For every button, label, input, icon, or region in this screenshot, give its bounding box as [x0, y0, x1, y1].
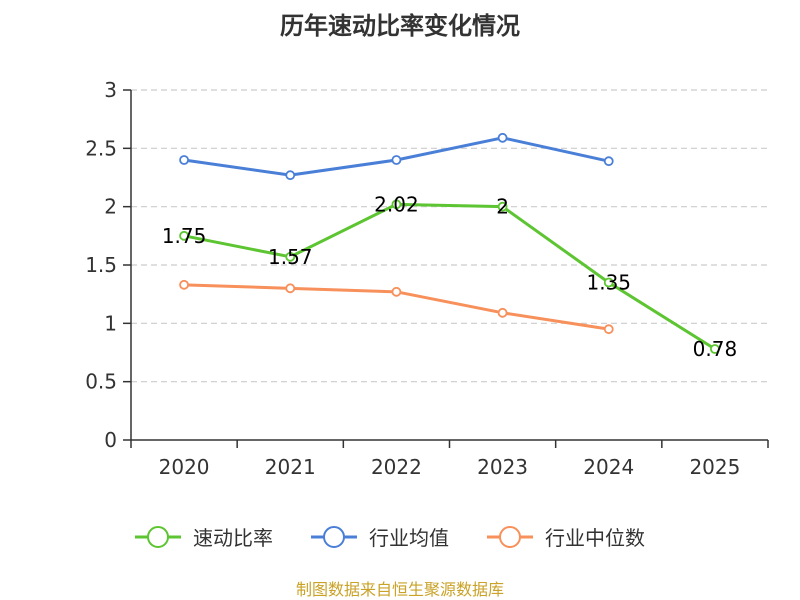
grid-lines — [131, 89, 768, 383]
data-label-2025: 0.78 — [693, 337, 738, 361]
axes: 0 0.5 1 1.5 2 2.5 3 2020 2021 2022 2023 2024 2025 — [85, 78, 769, 479]
point-行业中位数-2023 — [497, 307, 508, 318]
point-速动比率-2025 — [710, 344, 720, 354]
x-tick-label-2022: 2022 — [371, 455, 422, 479]
legend-label-行业中位数: 行业中位数 — [545, 526, 645, 550]
point-行业均值-2020 — [179, 155, 189, 165]
point-行业均值-2024 — [603, 156, 614, 167]
y-tick-label-1: 1 — [104, 311, 117, 335]
point-行业均值-2023 — [497, 132, 508, 143]
point-速动比率-2022 — [391, 199, 402, 210]
data-source-note: 制图数据来自恒生聚源数据库 — [296, 580, 504, 599]
point-速动比率-2020 — [179, 230, 189, 241]
y-tick-label-0.5: 0.5 — [85, 370, 117, 394]
data-label-2024: 1.35 — [586, 271, 631, 295]
point-行业均值-2022 — [391, 155, 402, 165]
point-行业中位数-2022 — [391, 286, 402, 297]
data-label-2021: 1.57 — [268, 245, 313, 269]
y-tick-label-2: 2 — [104, 195, 117, 219]
data-label-2023: 2 — [496, 195, 509, 219]
x-tick-label-2021: 2021 — [265, 455, 316, 479]
point-行业中位数-2021 — [285, 283, 296, 294]
legend-label-速动比率: 速动比率 — [193, 526, 273, 550]
legend-label-行业均值: 行业均值 — [369, 526, 449, 550]
chart-title: 历年速动比率变化情况 — [280, 12, 520, 40]
y-tick-label-2.5: 2.5 — [85, 136, 117, 160]
series-lines — [179, 132, 720, 354]
legend-marker-速动比率 — [147, 526, 169, 548]
point-行业中位数-2020 — [179, 279, 189, 290]
y-tick-label-1.5: 1.5 — [85, 253, 117, 277]
point-速动比率-2021 — [285, 251, 296, 262]
legend-marker-行业中位数 — [499, 526, 521, 548]
x-tick-label-2024: 2024 — [583, 455, 634, 479]
data-label-2022: 2.02 — [374, 192, 419, 216]
x-tick-label-2020: 2020 — [159, 455, 210, 479]
data-label-2020: 1.75 — [162, 224, 207, 248]
x-tick-label-2025: 2025 — [689, 455, 740, 479]
point-速动比率-2023 — [497, 201, 508, 212]
y-tick-label-0: 0 — [104, 428, 117, 452]
y-tick-label-3: 3 — [104, 78, 117, 102]
legend: 速动比率 行业均值 行业中位数 — [135, 526, 645, 550]
point-速动比率-2024 — [603, 277, 614, 288]
x-tick-label-2023: 2023 — [477, 455, 528, 479]
series-line-速动比率 — [183, 202, 716, 351]
point-行业中位数-2024 — [603, 324, 614, 335]
legend-marker-行业均值 — [323, 526, 345, 548]
point-行业均值-2021 — [285, 170, 296, 181]
data-labels: 1.75 1.57 2.02 2 1.35 0.78 — [162, 192, 737, 361]
